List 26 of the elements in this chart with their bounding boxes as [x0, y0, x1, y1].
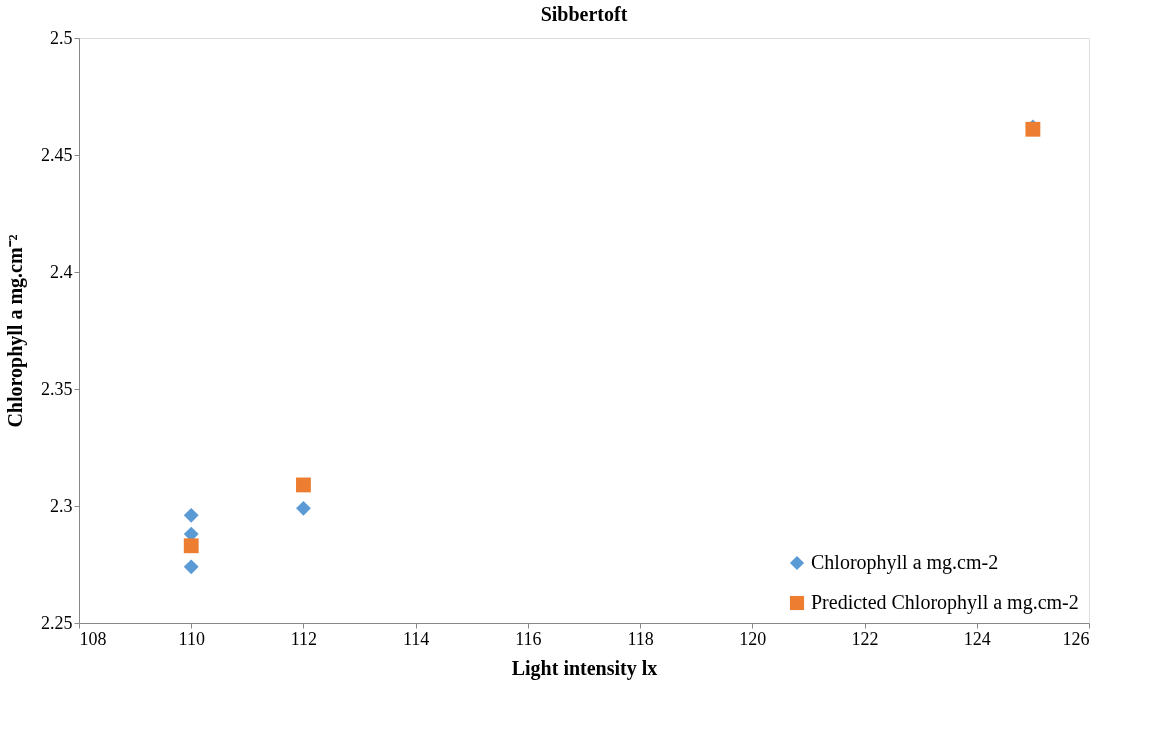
x-tick-label: 122: [851, 628, 879, 649]
x-axis-title: Light intensity lx: [511, 656, 658, 680]
y-axis-title: Chlorophyll a mg.cm⁻²: [4, 234, 27, 428]
y-tick-label: 2.5: [50, 27, 73, 48]
y-tick-label: 2.4: [50, 261, 73, 282]
chart-title: Sibbertoft: [540, 3, 628, 25]
x-tick-label: 114: [402, 628, 430, 649]
x-tick-label: 116: [515, 628, 542, 649]
y-tick-label: 2.3: [50, 495, 73, 516]
legend-label: Chlorophyll a mg.cm-2: [811, 551, 999, 574]
x-tick-label: 110: [178, 628, 205, 649]
x-tick-label: 126: [1062, 628, 1090, 649]
y-tick-label: 2.25: [41, 612, 73, 633]
point: [296, 477, 311, 493]
x-tick-label: 120: [739, 628, 767, 649]
x-tick-label: 108: [79, 628, 107, 649]
point: [183, 507, 199, 523]
y-tick-label: 2.45: [41, 144, 73, 165]
y-tick-label: 2.35: [41, 378, 73, 399]
x-tick-label: 124: [963, 628, 991, 649]
x-tick-label: 118: [627, 628, 654, 649]
legend-label: Predicted Chlorophyll a mg.cm-2: [811, 591, 1079, 614]
point: [183, 538, 199, 554]
point: [296, 500, 311, 516]
point: [183, 559, 199, 575]
x-tick-label: 112: [290, 628, 318, 649]
